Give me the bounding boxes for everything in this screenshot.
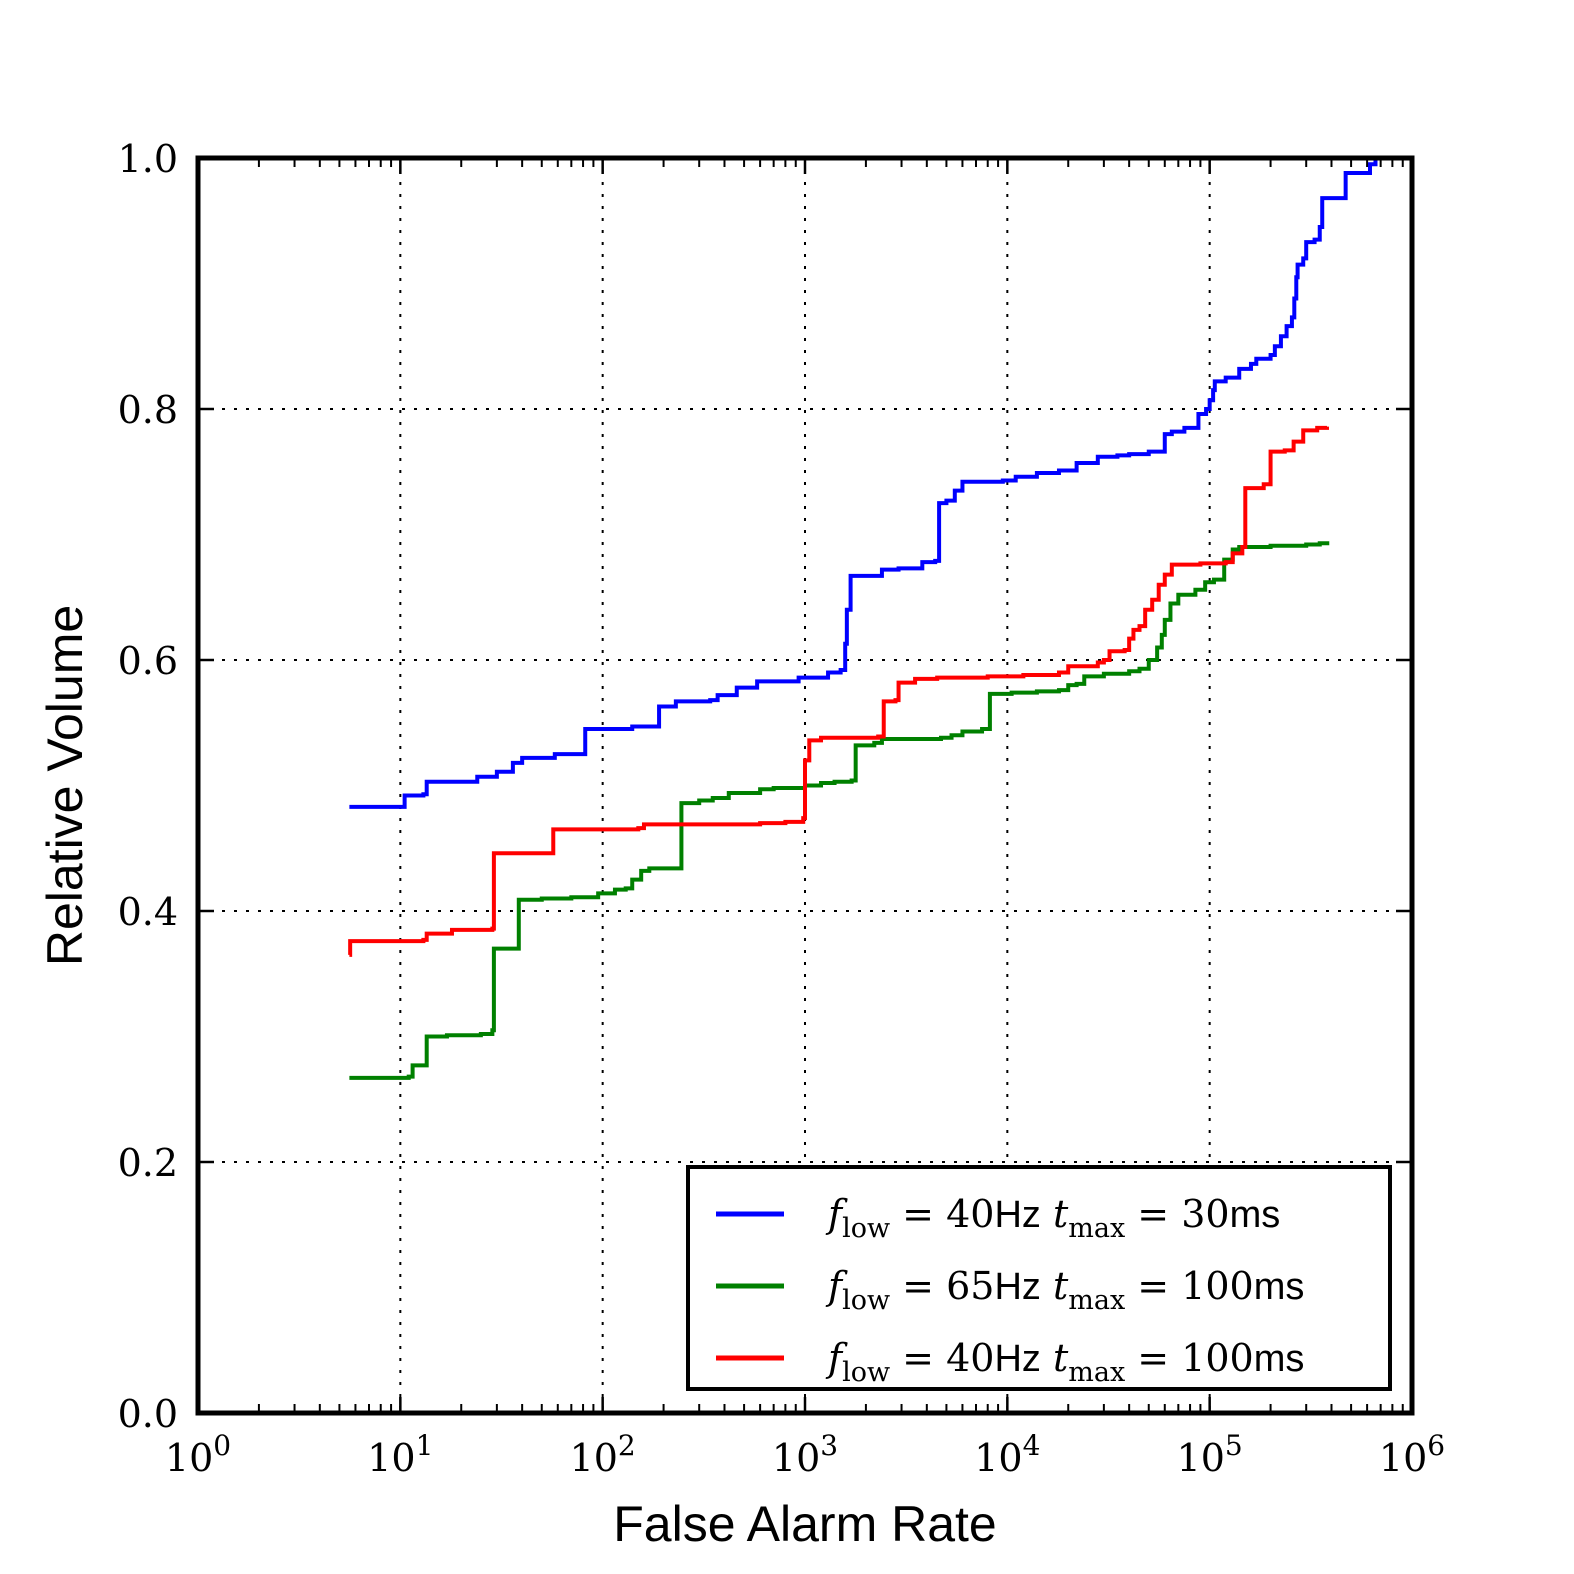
x-tick-label: 101 xyxy=(367,1429,433,1480)
y-tick-label: 0.4 xyxy=(118,890,178,934)
legend-label-1: flow = 40Hz tmax = 30ms xyxy=(825,1192,1280,1244)
x-tick-label: 102 xyxy=(570,1429,636,1480)
y-tick-label: 1.0 xyxy=(118,137,178,181)
legend-label-3: flow = 40Hz tmax = 100ms xyxy=(825,1336,1304,1388)
legend-label-2: flow = 65Hz tmax = 100ms xyxy=(825,1264,1304,1316)
series-line-1 xyxy=(349,158,1378,809)
x-axis-label: False Alarm Rate xyxy=(613,1496,996,1552)
y-tick-label: 0.2 xyxy=(118,1141,178,1185)
x-tick-label: 105 xyxy=(1177,1429,1243,1480)
y-tick-label: 0.0 xyxy=(118,1392,178,1436)
y-axis-ticks: 0.0 0.2 0.4 0.6 0.8 1.0 xyxy=(118,137,1412,1436)
x-tick-label: 103 xyxy=(772,1429,838,1480)
x-tick-label: 100 xyxy=(165,1429,231,1480)
series-line-2 xyxy=(349,541,1330,1080)
x-axis-ticks: 100 101 102 103 104 105 106 xyxy=(165,158,1445,1480)
y-axis-label: Relative Volume xyxy=(37,605,93,966)
y-tick-label: 0.8 xyxy=(118,388,178,432)
series-line-3 xyxy=(348,425,1329,957)
legend-box xyxy=(686,1165,1392,1391)
y-tick-label: 0.6 xyxy=(118,639,178,683)
legend: flow = 40Hz tmax = 30ms flow = 65Hz tmax … xyxy=(686,1165,1392,1391)
series-lines xyxy=(348,158,1378,1080)
x-tick-label: 104 xyxy=(974,1429,1040,1480)
x-tick-label: 106 xyxy=(1379,1429,1445,1480)
